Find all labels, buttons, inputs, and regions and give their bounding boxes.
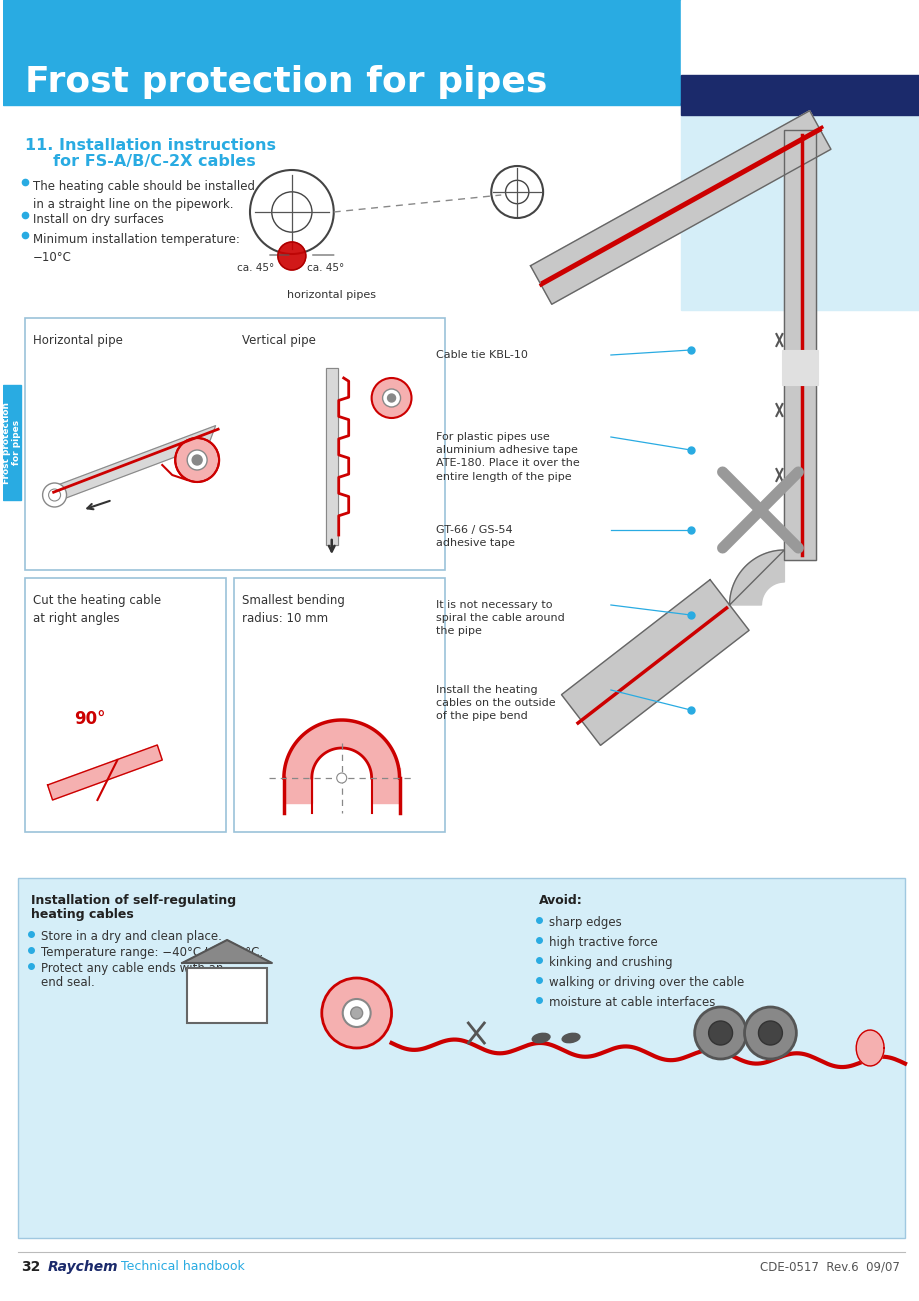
Text: Avoid:: Avoid: [539, 894, 583, 907]
Circle shape [371, 379, 411, 418]
Text: 32: 32 [20, 1259, 40, 1274]
Text: kinking and crushing: kinking and crushing [549, 956, 672, 969]
Bar [784, 130, 815, 559]
Bar [680, 130, 919, 310]
Text: horizontal pipes: horizontal pipes [287, 290, 376, 301]
Bar [25, 317, 445, 570]
Circle shape [49, 489, 61, 501]
Circle shape [336, 773, 346, 783]
Bar [3, 0, 680, 105]
Text: heating cables: heating cables [30, 908, 133, 921]
Circle shape [322, 978, 391, 1049]
Text: Smallest bending
radius: 10 mm: Smallest bending radius: 10 mm [242, 595, 345, 624]
Text: Horizontal pipe: Horizontal pipe [32, 334, 122, 347]
Text: Temperature range: −40°C to +60°C.: Temperature range: −40°C to +60°C. [40, 946, 263, 959]
Text: Install on dry surfaces: Install on dry surfaces [32, 213, 164, 226]
Circle shape [187, 450, 207, 470]
Polygon shape [182, 941, 272, 963]
Polygon shape [561, 580, 748, 745]
Bar [25, 578, 226, 833]
Text: ca. 45°: ca. 45° [236, 263, 274, 273]
Circle shape [382, 389, 400, 407]
Text: Cut the heating cable
at right angles: Cut the heating cable at right angles [32, 595, 161, 624]
Text: Minimum installation temperature:
−10°C: Minimum installation temperature: −10°C [32, 233, 239, 264]
Text: Store in a dry and clean place.: Store in a dry and clean place. [40, 930, 221, 943]
Polygon shape [49, 425, 215, 505]
Polygon shape [729, 550, 784, 605]
Text: for FS-A/B/C-2X cables: for FS-A/B/C-2X cables [25, 154, 255, 169]
Bar [3, 385, 20, 500]
Text: Frost protection for pipes: Frost protection for pipes [25, 65, 547, 99]
Circle shape [42, 483, 66, 507]
Bar [233, 578, 445, 833]
Circle shape [350, 1007, 362, 1019]
Circle shape [278, 242, 305, 271]
Text: Cable tie KBL-10: Cable tie KBL-10 [436, 350, 528, 360]
Circle shape [343, 999, 370, 1026]
Ellipse shape [532, 1033, 550, 1042]
Text: It is not necessary to
spiral the cable around
the pipe: It is not necessary to spiral the cable … [436, 600, 564, 636]
Text: high tractive force: high tractive force [549, 935, 657, 948]
Bar [680, 105, 919, 130]
Bar [680, 75, 919, 105]
Text: 90°: 90° [74, 710, 106, 729]
Circle shape [743, 1007, 796, 1059]
Ellipse shape [562, 1033, 579, 1042]
Bar [284, 768, 312, 803]
Circle shape [694, 1007, 745, 1059]
Circle shape [757, 1021, 781, 1045]
Text: 11. Installation instructions: 11. Installation instructions [25, 138, 276, 154]
Polygon shape [48, 745, 162, 800]
Text: ca. 45°: ca. 45° [307, 263, 344, 273]
Bar [680, 103, 919, 114]
Text: Install the heating
cables on the outside
of the pipe bend: Install the heating cables on the outsid… [436, 686, 555, 721]
Text: walking or driving over the cable: walking or driving over the cable [549, 976, 743, 989]
Bar [325, 368, 337, 545]
Polygon shape [530, 111, 830, 304]
Text: Technical handbook: Technical handbook [118, 1259, 244, 1272]
Text: GT-66 / GS-54
adhesive tape: GT-66 / GS-54 adhesive tape [436, 526, 515, 548]
Text: Protect any cable ends with an: Protect any cable ends with an [40, 961, 222, 974]
Circle shape [192, 455, 202, 464]
Text: end seal.: end seal. [40, 976, 95, 989]
Circle shape [708, 1021, 732, 1045]
Bar [784, 130, 815, 559]
Circle shape [387, 394, 395, 402]
Text: Installation of self-regulating: Installation of self-regulating [30, 894, 235, 907]
Text: moisture at cable interfaces: moisture at cable interfaces [549, 997, 715, 1010]
Text: Raychem: Raychem [48, 1259, 118, 1274]
Text: sharp edges: sharp edges [549, 916, 621, 929]
Text: Vertical pipe: Vertical pipe [242, 334, 315, 347]
Bar [371, 768, 399, 803]
Circle shape [175, 438, 219, 481]
Polygon shape [856, 1030, 883, 1066]
Bar [187, 968, 267, 1023]
Bar [17, 878, 904, 1239]
Bar [325, 368, 337, 545]
Text: The heating cable should be installed
in a straight line on the pipework.: The heating cable should be installed in… [32, 180, 255, 211]
Text: Frost protection
for pipes: Frost protection for pipes [2, 402, 21, 484]
Bar [680, 0, 919, 75]
Text: For plastic pipes use
aluminium adhesive tape
ATE-180. Place it over the
entire : For plastic pipes use aluminium adhesive… [436, 432, 580, 481]
Polygon shape [284, 719, 399, 778]
Text: CDE-0517  Rev.6  09/07: CDE-0517 Rev.6 09/07 [759, 1259, 899, 1272]
Bar [781, 350, 817, 385]
